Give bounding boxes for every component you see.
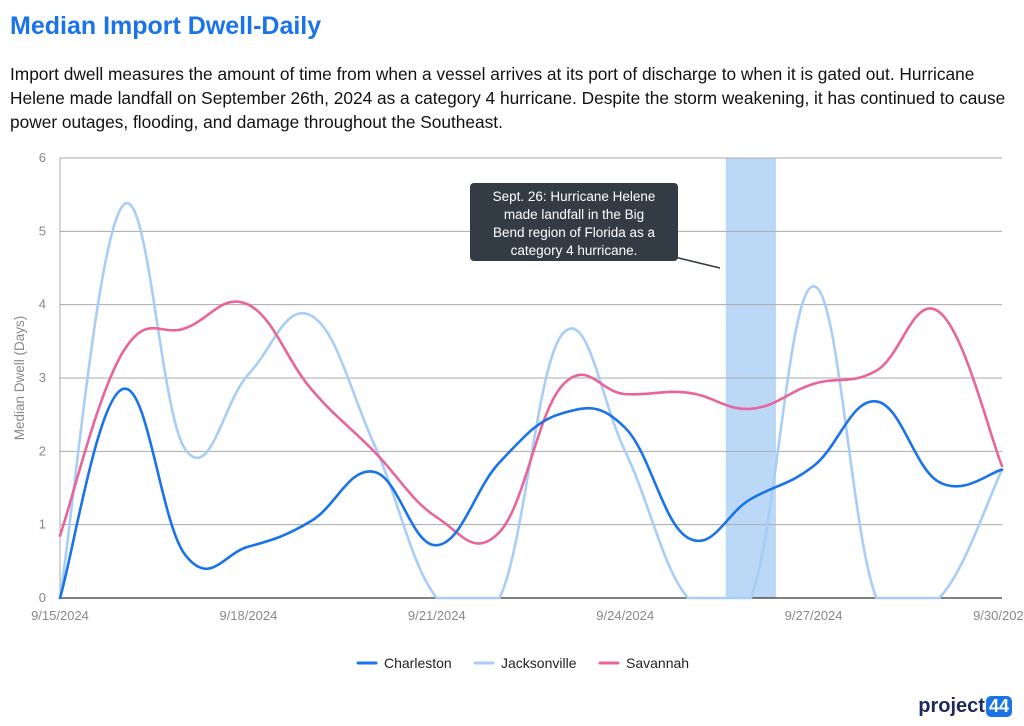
axis-layer: 0 1 2 3 4 5 6 9/15/2024 9/18/2024 9/21/2024 9/24/2…: [12, 150, 1024, 623]
x-tick-label: 9/24/2024: [596, 608, 654, 623]
annotation-text-line: Sept. 26: Hurricane Helene: [493, 189, 656, 204]
x-tick-label: 9/30/2024: [973, 608, 1024, 623]
x-tick-label: 9/21/2024: [408, 608, 466, 623]
y-tick-label: 1: [39, 517, 46, 532]
annotation-text-line: made landfall in the Big: [504, 207, 644, 222]
x-tick-label: 9/15/2024: [31, 608, 89, 623]
legend-label-savannah: Savannah: [626, 655, 689, 671]
y-tick-label: 6: [39, 150, 46, 165]
x-tick-label: 9/27/2024: [785, 608, 843, 623]
y-tick-label: 2: [39, 443, 46, 458]
annotation-text-line: category 4 hurricane.: [511, 243, 638, 258]
series-layer: [58, 201, 1004, 600]
project44-logo: project 44: [918, 695, 1012, 718]
logo-number: 44: [985, 696, 1012, 717]
annotation-box: [470, 183, 678, 261]
legend-label-jacksonville: Jacksonville: [501, 655, 577, 671]
legend-layer: Charleston Jacksonville Savannah: [356, 655, 689, 671]
annotation-text-line: Bend region of Florida as a: [493, 225, 656, 240]
y-axis-label: Median Dwell (Days): [12, 316, 27, 441]
y-tick-label: 3: [39, 370, 46, 385]
y-tick-label: 0: [39, 590, 46, 605]
y-tick-label: 4: [39, 297, 46, 312]
chart-title: Median Import Dwell-Daily: [10, 12, 322, 40]
y-tick-label: 5: [39, 223, 46, 238]
series-line-savannah: [58, 300, 1004, 545]
series-line-charleston: [58, 387, 1004, 600]
chart-subtitle: Import dwell measures the amount of time…: [10, 64, 1006, 132]
legend-label-charleston: Charleston: [384, 655, 452, 671]
x-tick-label: 9/18/2024: [219, 608, 277, 623]
logo-text: project: [918, 695, 985, 717]
series-line-jacksonville: [58, 201, 1004, 600]
annotation-layer: Sept. 26: Hurricane Helene made landfall …: [470, 183, 721, 269]
